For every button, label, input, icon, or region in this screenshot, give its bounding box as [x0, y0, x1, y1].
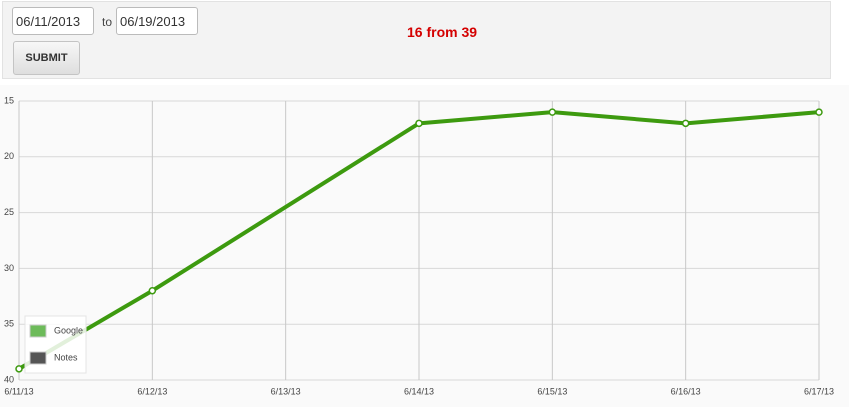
x-tick-label: 6/17/13 — [804, 386, 834, 396]
to-date[interactable]: 06/19/2013 — [116, 7, 198, 35]
status-text: 16 from 39 — [407, 24, 478, 40]
point — [681, 119, 690, 128]
x-tick-label: 6/11/13 — [4, 386, 33, 396]
x-tick-label: 6/16/13 — [671, 386, 701, 396]
from-date[interactable]: 06/11/2013 — [12, 7, 94, 35]
point — [15, 365, 23, 373]
legend-swatch — [29, 324, 47, 338]
y-tick-label: 20 — [4, 151, 14, 161]
point — [415, 119, 423, 128]
point — [548, 108, 557, 116]
submit-button[interactable]: SUBMIT — [13, 41, 80, 75]
y-tick-label: 40 — [4, 374, 14, 384]
chart-background — [0, 85, 849, 407]
filter-panel: 06/11/2013 to 06/19/2013 SUBMIT 16 from … — [2, 1, 831, 79]
legend-label: Google — [54, 325, 83, 335]
legend-label: Notes — [54, 352, 78, 362]
line — [17, 110, 820, 371]
y-tick-label: 15 — [4, 95, 14, 105]
legend: Google Notes — [24, 315, 87, 374]
y-tick-label: 25 — [4, 207, 14, 217]
legend-swatch — [29, 351, 47, 365]
point — [148, 286, 157, 295]
point — [815, 108, 823, 116]
x-tick-label: 6/12/13 — [137, 386, 167, 396]
y-tick-label: 35 — [4, 319, 14, 329]
x-tick-label: 6/13/13 — [271, 386, 301, 396]
chart: 15 20 25 30 35 40 6/11/13 6/12/13 6/13/13 6/14/13… — [0, 85, 849, 407]
x-tick-label: 6/14/13 — [404, 386, 434, 396]
y-tick-label: 30 — [4, 263, 14, 273]
x-tick-label: 6/15/13 — [537, 386, 567, 396]
separator: to — [102, 15, 113, 29]
